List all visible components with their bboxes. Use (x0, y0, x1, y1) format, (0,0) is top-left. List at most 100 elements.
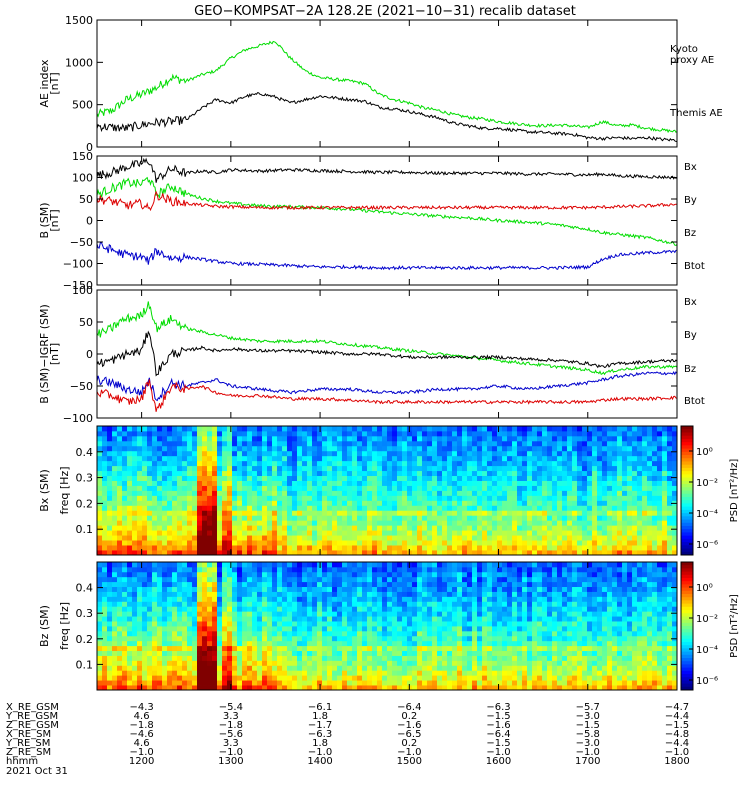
heatmap-cell (462, 480, 468, 486)
heatmap-cell (337, 440, 343, 447)
heatmap-cell (532, 510, 538, 516)
heatmap-cell (122, 520, 128, 526)
heatmap-cell (212, 596, 218, 602)
heatmap-cell (337, 545, 343, 551)
heatmap-cell (102, 621, 108, 627)
heatmap-cell (187, 450, 193, 457)
heatmap-cell (192, 640, 198, 647)
heatmap-cell (402, 445, 408, 452)
heatmap-cell (422, 630, 428, 637)
heatmap-cell (372, 675, 378, 681)
heatmap-cell (127, 426, 133, 432)
heatmap-cell (97, 440, 103, 447)
heatmap-cell (562, 495, 568, 501)
heatmap-cell (172, 566, 178, 573)
legend-label: By (684, 330, 697, 341)
heatmap-cell (327, 596, 333, 602)
heatmap-cell (337, 505, 343, 511)
heatmap-cell (357, 562, 363, 568)
heatmap-cell (497, 515, 503, 521)
heatmap-cell (617, 550, 623, 556)
heatmap-cell (147, 685, 153, 691)
heatmap-cell (327, 665, 333, 671)
heatmap-cell (457, 530, 463, 536)
heatmap-cell (432, 475, 438, 481)
heatmap-cell (367, 490, 373, 496)
heatmap-cell (392, 626, 398, 632)
heatmap-cell (187, 530, 193, 536)
heatmap-cell (177, 520, 183, 526)
heatmap-cell (352, 475, 358, 481)
heatmap-cell (307, 601, 313, 607)
heatmap-cell (342, 566, 348, 573)
heatmap-cell (142, 586, 148, 592)
heatmap-cell (542, 490, 548, 496)
heatmap-cell (172, 571, 178, 578)
heatmap-cell (147, 530, 153, 536)
heatmap-cell (222, 640, 228, 647)
heatmap-cell (202, 535, 208, 541)
heatmap-cell (107, 470, 113, 477)
heatmap-cell (317, 675, 323, 681)
heatmap-cell (227, 440, 233, 447)
heatmap-cell (337, 435, 343, 442)
heatmap-cell (422, 525, 428, 531)
heatmap-cell (152, 630, 158, 637)
heatmap-cell (232, 566, 238, 573)
heatmap-cell (107, 630, 113, 637)
heatmap-cell (272, 650, 278, 656)
heatmap-cell (427, 460, 433, 467)
heatmap-cell (367, 500, 373, 506)
heatmap-cell (152, 485, 158, 491)
heatmap-cell (302, 455, 308, 462)
heatmap-cell (387, 566, 393, 573)
heatmap-cell (292, 660, 298, 666)
heatmap-cell (362, 581, 368, 588)
heatmap-cell (367, 635, 373, 642)
heatmap-cell (282, 680, 288, 686)
heatmap-cell (212, 562, 218, 568)
heatmap-cell (297, 426, 303, 432)
heatmap-cell (532, 465, 538, 472)
heatmap-cell (302, 495, 308, 501)
heatmap-cell (402, 515, 408, 521)
heatmap-cell (192, 460, 198, 467)
heatmap-cell (197, 581, 203, 588)
heatmap-cell (432, 510, 438, 516)
heatmap-cell (442, 515, 448, 521)
heatmap-cell (482, 460, 488, 467)
heatmap-cell (597, 475, 603, 481)
heatmap-cell (267, 685, 273, 691)
heatmap-cell (557, 505, 563, 511)
heatmap-cell (187, 505, 193, 511)
heatmap-cell (147, 426, 153, 432)
heatmap-cell (107, 665, 113, 671)
heatmap-cell (507, 465, 513, 472)
heatmap-cell (147, 630, 153, 637)
heatmap-cell (612, 545, 618, 551)
heatmap-cell (522, 460, 528, 467)
heatmap-cell (237, 510, 243, 516)
heatmap-cell (242, 490, 248, 496)
heatmap-cell (337, 660, 343, 666)
heatmap-cell (277, 545, 283, 551)
heatmap-cell (372, 621, 378, 627)
heatmap-cell (227, 581, 233, 588)
heatmap-cell (287, 566, 293, 573)
heatmap-cell (437, 530, 443, 536)
heatmap-cell (517, 515, 523, 521)
heatmap-cell (347, 455, 353, 462)
heatmap-cell (312, 630, 318, 637)
heatmap-cell (317, 495, 323, 501)
heatmap-cell (542, 530, 548, 536)
heatmap-cell (192, 440, 198, 447)
heatmap-cell (402, 470, 408, 477)
heatmap-cell (332, 500, 338, 506)
heatmap-cell (362, 645, 368, 652)
heatmap-cell (507, 430, 513, 437)
heatmap-cell (252, 505, 258, 511)
heatmap-cell (282, 485, 288, 491)
heatmap-cell (407, 440, 413, 447)
heatmap-cell (247, 621, 253, 627)
heatmap-cell (297, 485, 303, 491)
